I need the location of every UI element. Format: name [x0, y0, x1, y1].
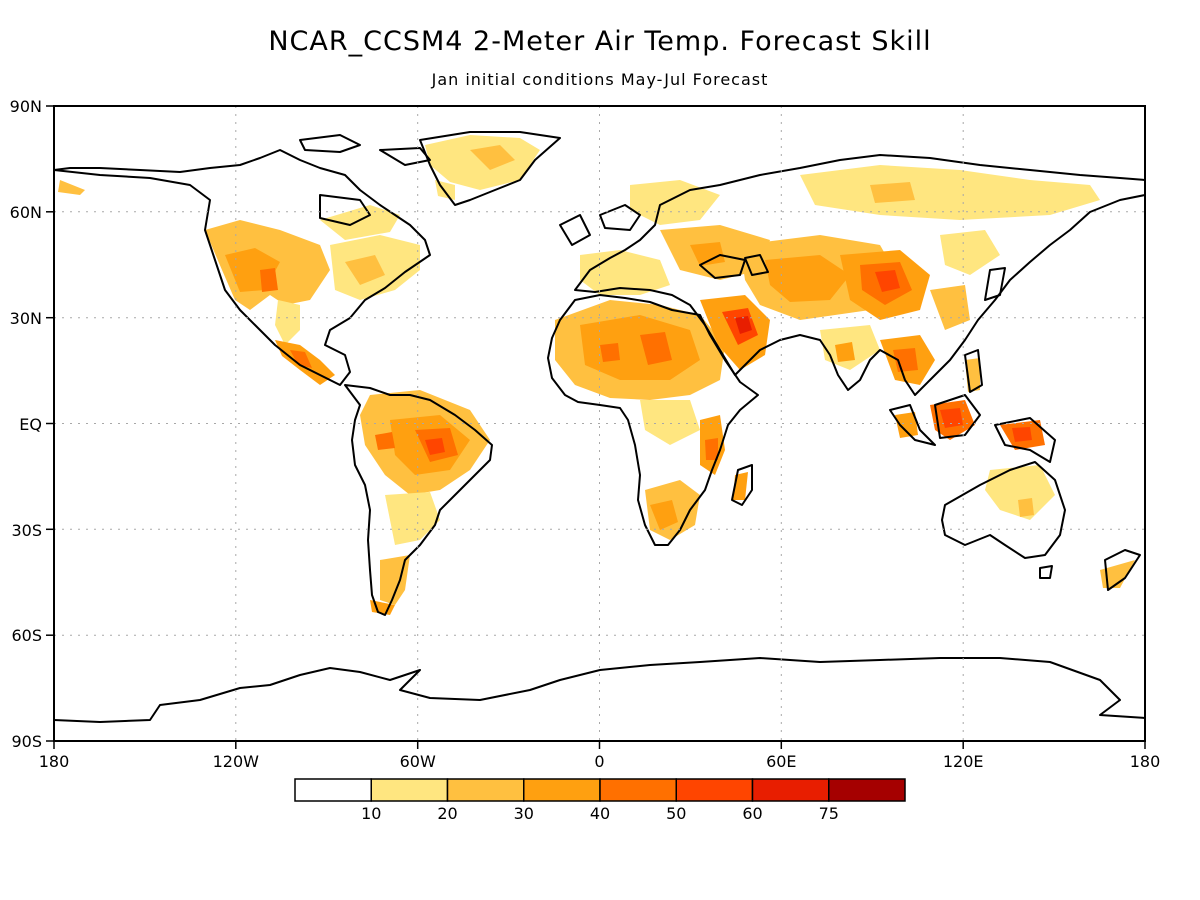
lat-label-60s: 60S [11, 626, 42, 645]
colorbar-swatch [828, 778, 906, 802]
lat-label-60n: 60N [10, 203, 42, 222]
colorbar-swatch [675, 778, 754, 802]
colorbar-swatch [294, 778, 372, 802]
gridlines [54, 106, 1145, 741]
lon-label-120w: 120W [213, 752, 260, 771]
coastline-eurasia [574, 154, 1145, 396]
lon-label-180e: 180 [1130, 752, 1161, 771]
skill-shading [58, 135, 1135, 615]
map-title: NCAR_CCSM4 2-Meter Air Temp. Forecast Sk… [268, 26, 932, 57]
lat-label-30n: 30N [10, 309, 42, 328]
lat-label-eq: EQ [19, 415, 42, 434]
colorbar-label: 20 [437, 804, 457, 823]
colorbar-label: 50 [666, 804, 686, 823]
lat-label-30s: 30S [11, 521, 42, 540]
coastline-antarctica [54, 657, 1145, 723]
lon-label-60e: 60E [766, 752, 796, 771]
lon-label-60w: 60W [400, 752, 436, 771]
skill-area-australia [985, 465, 1055, 520]
colorbar-label: 30 [514, 804, 534, 823]
colorbar: 10 20 30 40 50 60 75 [294, 778, 906, 823]
colorbar-swatch [370, 778, 449, 802]
coastline-africa [547, 294, 759, 546]
colorbar-label: 75 [819, 804, 839, 823]
colorbar-label: 40 [590, 804, 610, 823]
colorbar-swatch [599, 778, 677, 802]
coastline-australia [941, 461, 1066, 559]
colorbar-swatch [523, 778, 601, 802]
colorbar-label: 60 [742, 804, 762, 823]
coastline-north-america [54, 149, 431, 386]
skill-area-patagonia [380, 555, 410, 605]
lon-label-0: 0 [594, 752, 604, 771]
skill-area-siberia [800, 165, 1100, 220]
lat-label-90s: 90S [11, 732, 42, 751]
lon-label-180w: 180 [39, 752, 70, 771]
tick-marks [46, 105, 1146, 749]
lat-label-90n: 90N [10, 97, 42, 116]
coastlines [54, 131, 1145, 723]
latitude-labels: 90N 60N 30N EQ 30S 60S 90S [10, 97, 42, 751]
colorbar-swatch [751, 778, 830, 802]
coastline-greenland [419, 131, 561, 206]
colorbar-swatch [446, 778, 525, 802]
lon-label-120e: 120E [943, 752, 984, 771]
longitude-labels: 180 120W 60W 0 60E 120E 180 [39, 752, 1161, 771]
colorbar-label: 10 [361, 804, 381, 823]
map-subtitle: Jan initial conditions May-Jul Forecast [431, 70, 769, 89]
